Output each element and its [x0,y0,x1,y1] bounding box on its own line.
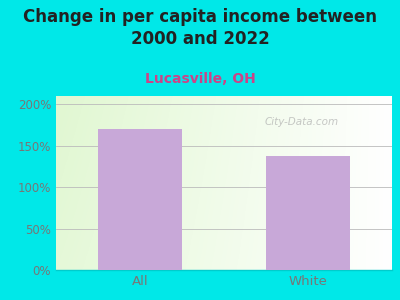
Text: City-Data.com: City-Data.com [264,117,338,127]
Bar [98,129,182,270]
Text: Lucasville, OH: Lucasville, OH [145,72,255,86]
Text: Change in per capita income between
2000 and 2022: Change in per capita income between 2000… [23,8,377,48]
Bar [266,156,350,270]
